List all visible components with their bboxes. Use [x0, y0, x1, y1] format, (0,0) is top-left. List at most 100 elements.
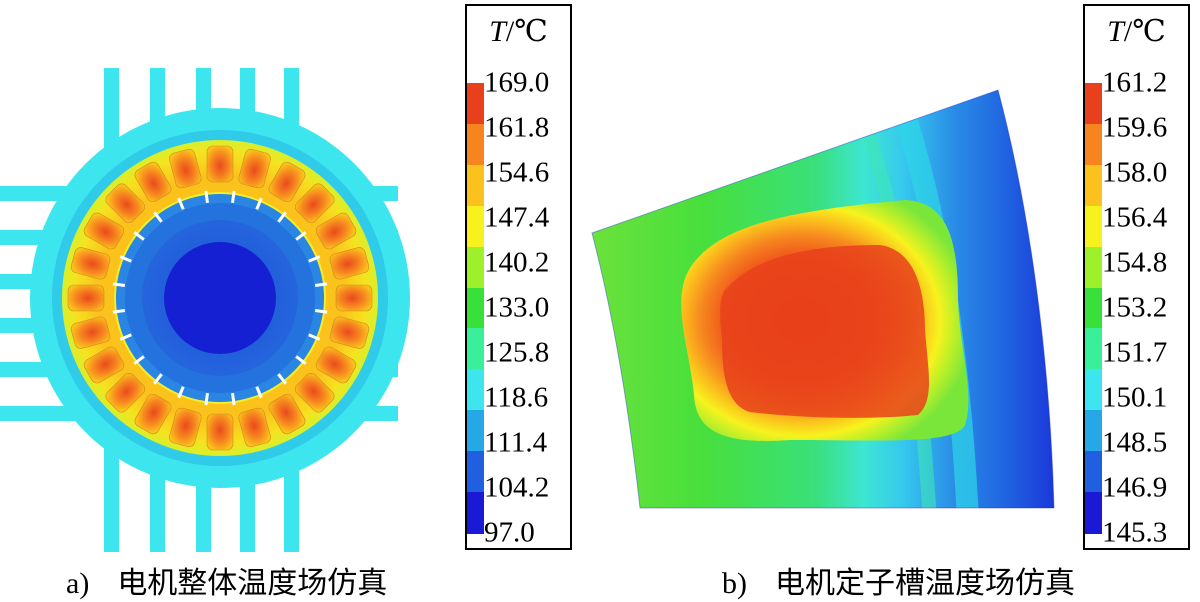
legend-color-segment — [467, 369, 484, 412]
legend-panel-b: T/℃ 161.2 159.6 158.0 156.4 154.8 153.2 151.7 1… — [1083, 4, 1190, 550]
air-gap-tick — [177, 386, 185, 399]
air-gap-tick — [119, 255, 132, 263]
stator-slot — [105, 373, 145, 413]
caption-text: 电机定子槽温度场仿真 — [775, 566, 1075, 601]
air-gap-tick — [277, 373, 287, 385]
stator-slot-sector — [592, 90, 1054, 508]
air-gap-tick — [204, 190, 209, 204]
air-gap-tick — [133, 231, 145, 241]
stator-slot — [105, 183, 145, 223]
stator-slot — [169, 407, 202, 448]
caption-panel-a: a) 电机整体温度场仿真 — [66, 558, 387, 602]
legend-color-segment — [467, 287, 484, 330]
legend-color-segment — [1085, 83, 1102, 125]
air-gap-tick — [177, 197, 185, 210]
legend-color-segment — [467, 164, 484, 207]
legend-color-segment — [467, 246, 484, 289]
air-gap-tick — [308, 255, 321, 263]
legend-tick-label: 161.8 — [484, 111, 550, 144]
air-gap-tick — [231, 392, 236, 406]
stator-slot — [83, 346, 125, 384]
air-gap-tick — [204, 392, 209, 406]
legend-tick-label: 104.2 — [484, 471, 550, 504]
legend-tick-label: 150.1 — [1102, 381, 1168, 414]
stator-slot — [134, 161, 172, 203]
air-gap-tick — [255, 197, 263, 210]
legend-tick-label: 154.8 — [1102, 246, 1168, 279]
air-gap-tick — [112, 282, 126, 287]
stator-slot — [295, 373, 335, 413]
legend-colorbar — [1085, 83, 1102, 534]
legend-tick-label: 145.3 — [1102, 516, 1168, 549]
caption-text: 电机整体温度场仿真 — [117, 566, 388, 601]
air-gap-tick — [153, 211, 163, 223]
air-gap-tick — [295, 355, 307, 365]
legend-color-segment — [467, 492, 484, 534]
air-gap-tick — [314, 282, 328, 287]
stator-slot — [238, 148, 271, 189]
air-gap-tick — [308, 333, 321, 341]
air-gap-tick — [314, 309, 328, 314]
legend-tick-label: 118.6 — [484, 381, 549, 414]
legend-tick-label: 156.4 — [1102, 201, 1168, 234]
legend-color-segment — [1085, 287, 1102, 330]
legend-tick-label: 161.2 — [1102, 66, 1168, 99]
legend-tick-label: 97.0 — [484, 516, 535, 549]
stator-slot — [67, 284, 105, 312]
stator-slot — [335, 284, 373, 312]
air-gap-tick — [133, 355, 145, 365]
air-gap-tick — [153, 373, 163, 385]
air-gap-ticks — [112, 190, 328, 406]
air-gap-tick — [255, 386, 263, 399]
caption-label: b) — [722, 567, 747, 600]
legend-color-segment — [1085, 123, 1102, 166]
shaft — [164, 242, 276, 354]
stator-slot — [70, 247, 111, 280]
stator-slot — [83, 212, 125, 250]
legend-tick-label: 147.4 — [484, 201, 550, 234]
legend-title: T/℃ — [1107, 15, 1166, 48]
legend-color-segment — [1085, 369, 1102, 412]
air-gap-tick — [295, 231, 307, 241]
legend-tick-label: 153.2 — [1102, 291, 1168, 324]
legend-colorbar — [467, 83, 484, 534]
air-gap-tick — [231, 190, 236, 204]
legend-color-segment — [467, 328, 484, 371]
legend-color-segment — [467, 123, 484, 166]
legend-color-segment — [1085, 246, 1102, 289]
legend-color-segment — [467, 205, 484, 248]
stator-slot — [238, 407, 271, 448]
legend-color-segment — [1085, 492, 1102, 534]
legend-tick-label: 154.6 — [484, 156, 550, 189]
stator-slot — [295, 183, 335, 223]
stator-slot — [206, 413, 234, 451]
caption-panel-b: b) 电机定子槽温度场仿真 — [722, 558, 1075, 602]
legend-tick-label: 151.7 — [1102, 336, 1168, 369]
legend-color-segment — [1085, 205, 1102, 248]
stator-slot — [206, 145, 234, 183]
legend-tick-label: 148.5 — [1102, 426, 1168, 459]
legend-color-segment — [467, 451, 484, 494]
legend-tick-label: 140.2 — [484, 246, 550, 279]
legend-color-segment — [467, 410, 484, 453]
legend-tick-label: 158.0 — [1102, 156, 1168, 189]
air-gap-tick — [112, 309, 126, 314]
legend-tick-label: 169.0 — [484, 66, 550, 99]
legend-color-segment — [1085, 410, 1102, 453]
legend-color-segment — [1085, 451, 1102, 494]
legend-tick-label: 159.6 — [1102, 111, 1168, 144]
legend-color-segment — [1085, 328, 1102, 371]
legend-color-segment — [467, 83, 484, 125]
legend-tick-label: 111.4 — [484, 426, 548, 459]
legend-title: T/℃ — [489, 15, 548, 48]
legend-tick-label: 133.0 — [484, 291, 550, 324]
legend-color-segment — [1085, 164, 1102, 207]
stator-slot — [268, 161, 306, 203]
stator-slot — [169, 148, 202, 189]
stator-slot — [134, 393, 172, 435]
legend-panel-a: T/℃ 169.0 161.8 154.6 147.4 140.2 133.0 125.8 1… — [465, 4, 572, 550]
legend-tick-label: 125.8 — [484, 336, 550, 369]
stator-slot — [329, 247, 370, 280]
air-gap-tick — [277, 211, 287, 223]
